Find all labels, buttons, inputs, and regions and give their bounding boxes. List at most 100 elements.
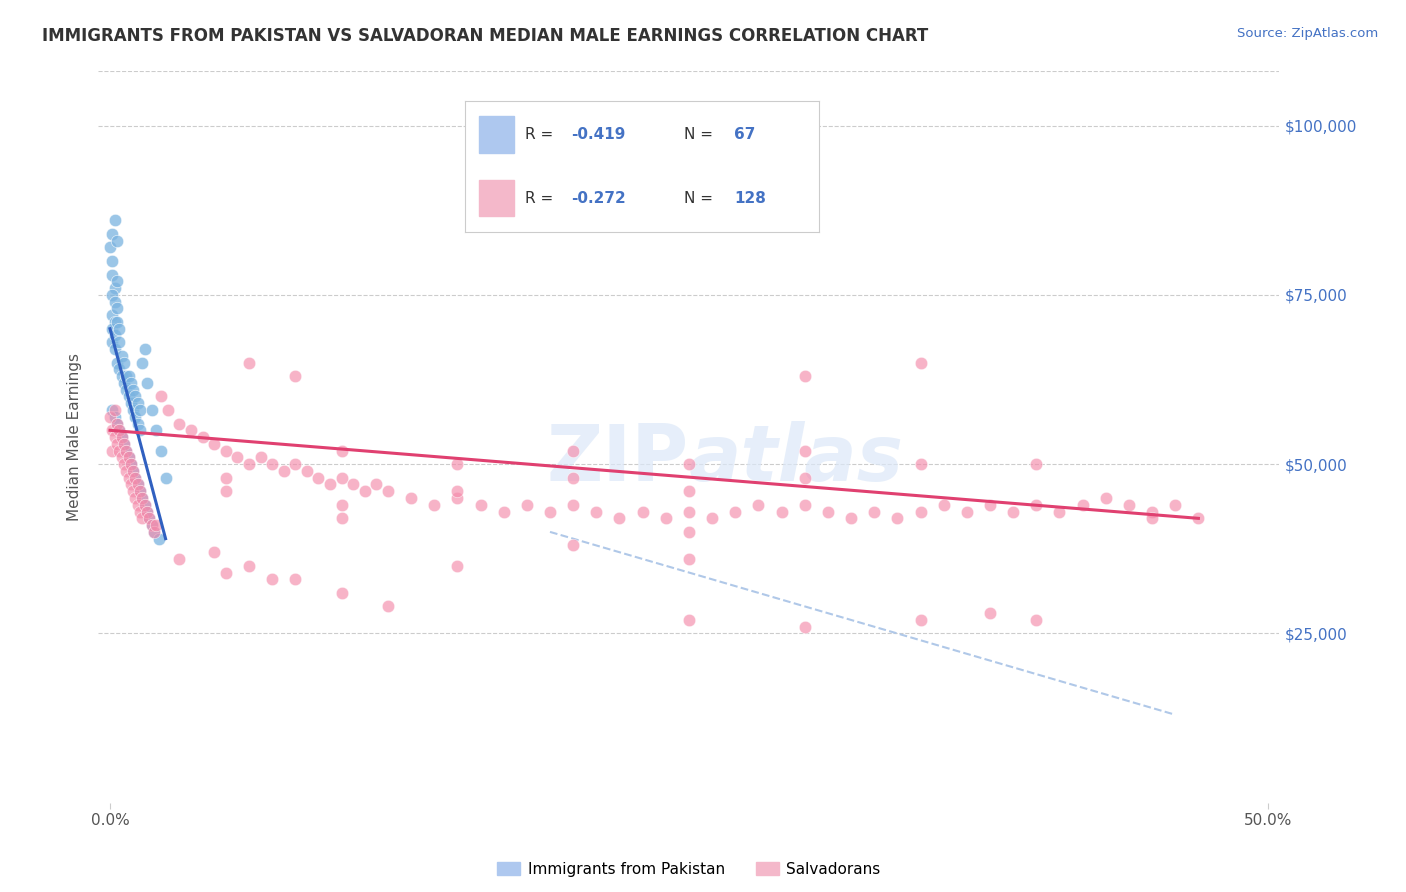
Point — [117, 450, 139, 465]
Point — [101, 423, 124, 437]
Point — [143, 524, 166, 539]
Point — [136, 505, 159, 519]
Point — [446, 484, 468, 499]
Point — [284, 369, 307, 384]
Y-axis label: Median Male Earnings: Median Male Earnings — [67, 353, 83, 521]
Point — [127, 477, 149, 491]
Point — [104, 430, 127, 444]
Point — [122, 484, 145, 499]
Point — [910, 355, 932, 369]
Point — [112, 376, 135, 390]
Point — [127, 477, 149, 491]
Point — [516, 498, 538, 512]
Point — [117, 450, 139, 465]
Point — [562, 538, 585, 552]
Point — [446, 457, 468, 471]
Point — [330, 443, 353, 458]
Point — [104, 328, 127, 343]
Point — [98, 409, 121, 424]
Point — [104, 294, 127, 309]
Point — [353, 484, 375, 499]
Point — [105, 315, 128, 329]
Point — [678, 505, 700, 519]
Point — [104, 403, 127, 417]
Point — [134, 498, 156, 512]
Point — [262, 457, 284, 471]
Point — [470, 498, 492, 512]
Point — [101, 443, 124, 458]
Point — [307, 471, 329, 485]
Point — [115, 369, 138, 384]
Point — [148, 532, 170, 546]
Point — [956, 505, 979, 519]
Point — [149, 389, 172, 403]
Point — [122, 464, 145, 478]
Point — [117, 369, 139, 384]
Point — [284, 457, 307, 471]
Point — [134, 342, 156, 356]
Point — [202, 545, 225, 559]
Point — [115, 443, 138, 458]
Point — [1025, 457, 1047, 471]
Point — [1071, 498, 1094, 512]
Point — [330, 498, 353, 512]
Point — [141, 518, 163, 533]
Text: Source: ZipAtlas.com: Source: ZipAtlas.com — [1237, 27, 1378, 40]
Point — [446, 491, 468, 505]
Point — [155, 471, 177, 485]
Point — [377, 484, 399, 499]
Point — [910, 505, 932, 519]
Point — [678, 457, 700, 471]
Point — [129, 505, 152, 519]
Point — [399, 491, 422, 505]
Point — [932, 498, 955, 512]
Point — [129, 484, 152, 499]
Point — [700, 511, 723, 525]
Point — [724, 505, 747, 519]
Point — [863, 505, 886, 519]
Point — [115, 443, 138, 458]
Point — [115, 464, 138, 478]
Point — [127, 396, 149, 410]
Text: IMMIGRANTS FROM PAKISTAN VS SALVADORAN MEDIAN MALE EARNINGS CORRELATION CHART: IMMIGRANTS FROM PAKISTAN VS SALVADORAN M… — [42, 27, 928, 45]
Point — [817, 505, 839, 519]
Point — [1164, 498, 1187, 512]
Point — [101, 335, 124, 350]
Point — [110, 430, 132, 444]
Text: atlas: atlas — [689, 421, 904, 497]
Point — [115, 383, 138, 397]
Point — [129, 423, 152, 437]
Point — [110, 349, 132, 363]
Point — [145, 423, 167, 437]
Point — [295, 464, 318, 478]
Point — [492, 505, 515, 519]
Point — [138, 511, 160, 525]
Point — [110, 430, 132, 444]
Point — [284, 572, 307, 586]
Point — [330, 511, 353, 525]
Point — [156, 403, 179, 417]
Point — [127, 417, 149, 431]
Point — [105, 417, 128, 431]
Point — [138, 511, 160, 525]
Point — [105, 355, 128, 369]
Point — [910, 457, 932, 471]
Point — [446, 558, 468, 573]
Point — [134, 498, 156, 512]
Point — [215, 484, 238, 499]
Point — [770, 505, 793, 519]
Point — [678, 484, 700, 499]
Point — [104, 409, 127, 424]
Point — [105, 417, 128, 431]
Point — [793, 443, 815, 458]
Point — [129, 484, 152, 499]
Point — [127, 498, 149, 512]
Point — [238, 355, 260, 369]
Point — [112, 437, 135, 451]
Point — [330, 471, 353, 485]
Point — [330, 586, 353, 600]
Point — [136, 376, 159, 390]
Point — [979, 498, 1001, 512]
Point — [120, 457, 142, 471]
Point — [678, 552, 700, 566]
